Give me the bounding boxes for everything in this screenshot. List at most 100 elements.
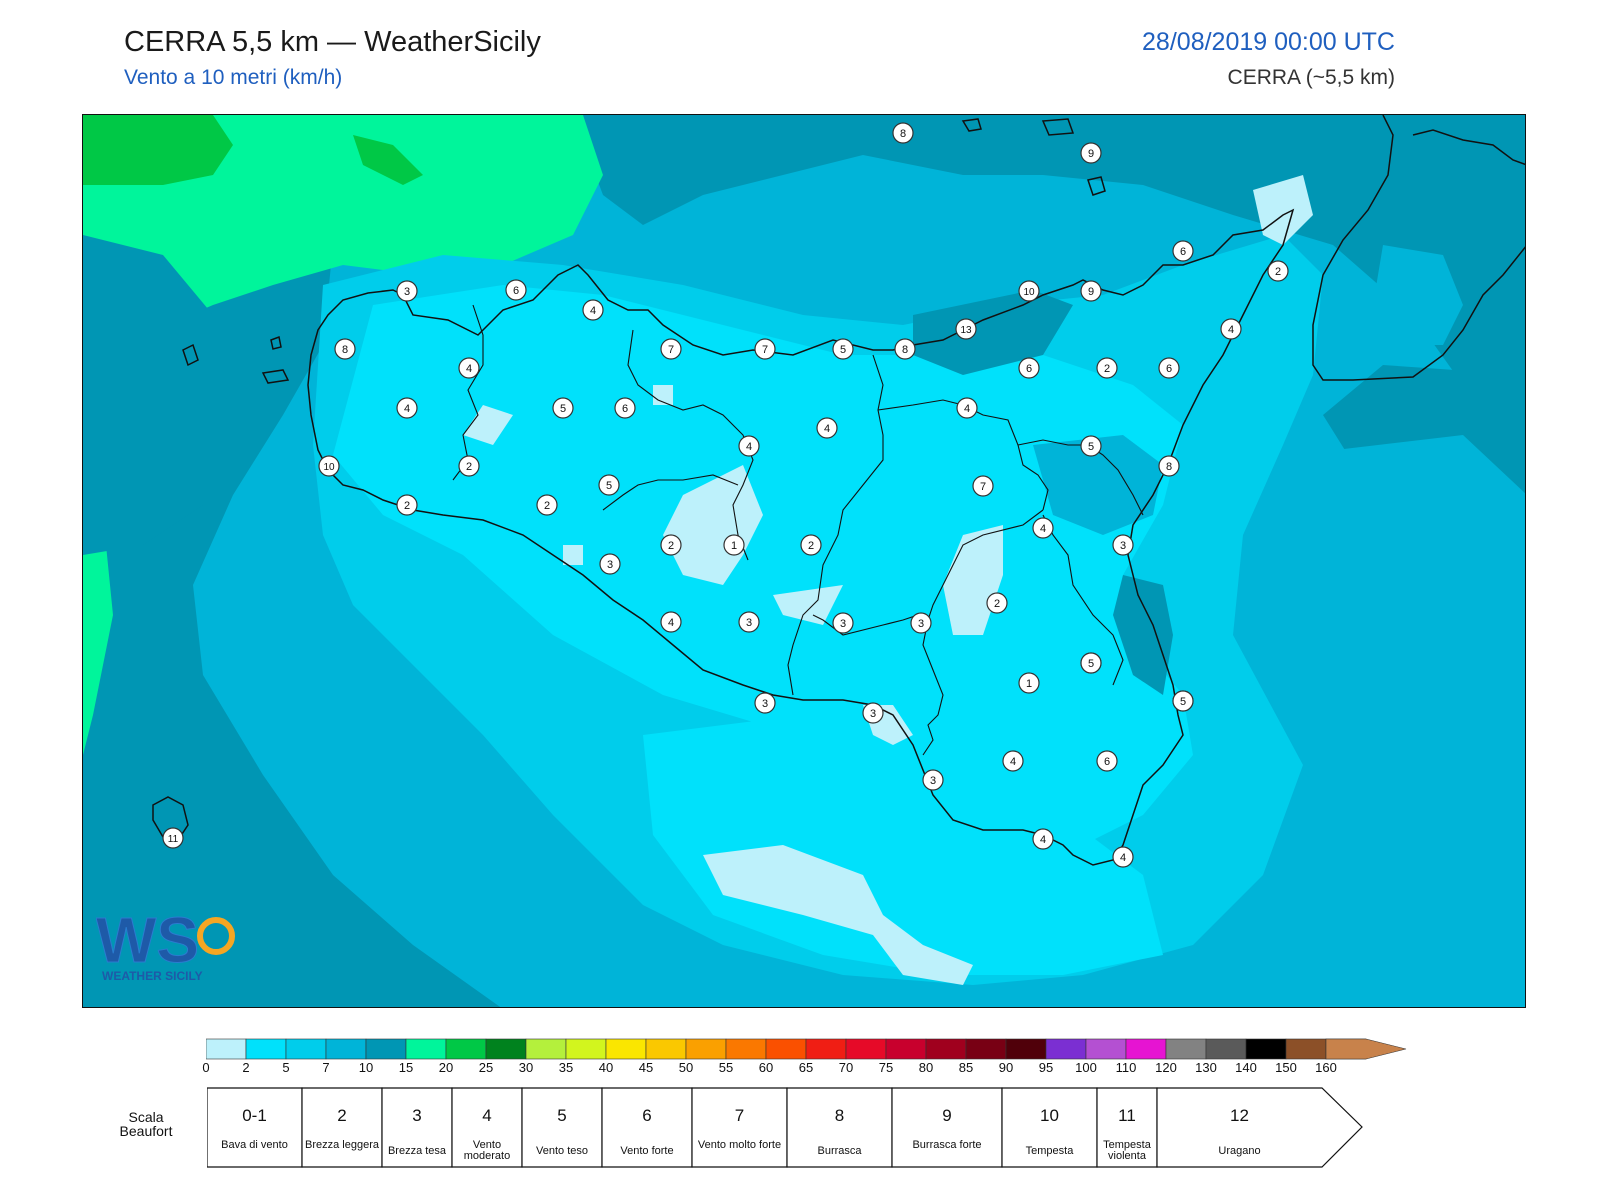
wind-speed-label-text: 4 xyxy=(746,441,752,453)
colorbar-tick-label: 50 xyxy=(678,1060,694,1075)
wind-speed-label-text: 4 xyxy=(1040,523,1046,535)
beaufort-level-number: 5 xyxy=(557,1106,567,1125)
wind-speed-label-circle xyxy=(458,455,480,477)
colorbar-tick-label: 160 xyxy=(1315,1060,1337,1075)
wind-speed-label-circle xyxy=(800,534,822,556)
colorbar-tick-label: 0 xyxy=(202,1060,210,1075)
wind-speed-label-circle xyxy=(986,592,1008,614)
wind-speed-label-circle xyxy=(1158,357,1180,379)
colorbar-tick-label: 85 xyxy=(958,1060,974,1075)
wind-speed-label: 3 xyxy=(922,769,944,791)
wind-speed-label: 7 xyxy=(754,338,776,360)
wind-speed-label: 2 xyxy=(458,455,480,477)
wind-speed-label-text: 4 xyxy=(1228,324,1234,336)
province-border xyxy=(877,399,1049,511)
wind-speed-label: 8 xyxy=(1158,455,1180,477)
wind-speed-label: 2 xyxy=(396,494,418,516)
colorbar-tick-label: 75 xyxy=(878,1060,894,1075)
wind-speed-label-text: 3 xyxy=(762,698,768,710)
colorbar-segment xyxy=(1285,1038,1327,1060)
colorbar-tick-label: 70 xyxy=(838,1060,854,1075)
wind-speed-label-circle xyxy=(892,122,914,144)
colorbar-segment xyxy=(245,1038,287,1060)
beaufort-scale-box xyxy=(207,1087,1363,1168)
wind-speed-label: 5 xyxy=(1080,435,1102,457)
wind-speed-label-circle xyxy=(552,397,574,419)
wind-speed-label-text: 6 xyxy=(1026,363,1032,375)
wind-speed-label-text: 8 xyxy=(1166,461,1172,473)
wind-speed-label-text: 4 xyxy=(1120,852,1126,864)
beaufort-level-description: Vento moderato xyxy=(463,1139,511,1162)
colorbar-tick-label: 35 xyxy=(558,1060,574,1075)
wind-zone-tyrrhenian-coast xyxy=(913,290,1073,375)
beaufort-level-description: Vento forte xyxy=(620,1145,674,1157)
wind-zone-calm-strait xyxy=(1253,175,1313,245)
wind-zone-calm-center-2 xyxy=(773,585,843,625)
colorbar-segment xyxy=(1085,1038,1127,1060)
map-title: CERRA 5,5 km — WeatherSicily xyxy=(124,26,541,58)
wind-speed-label: 3 xyxy=(738,611,760,633)
wind-speed-label-text: 10 xyxy=(1023,287,1035,298)
beaufort-level-box xyxy=(1156,1087,1363,1168)
logo-svg: WS WEATHER SICILY xyxy=(96,904,235,983)
wind-speed-label-circle xyxy=(910,612,932,634)
wind-map[interactable]: 8 9 6 2 3 6 4 7 7 5 8 13 10 9 4 8 4 5 6 4 6 2 6 4 5 4 10 2 2 5 4 7 8 2 1 2 2… xyxy=(82,114,1526,1008)
wind-speed-label-circle xyxy=(396,397,418,419)
province-border xyxy=(602,474,739,511)
wind-speed-label-text: 6 xyxy=(1166,363,1172,375)
wind-speed-label-text: 4 xyxy=(668,617,674,629)
beaufort-level-number: 9 xyxy=(942,1106,952,1125)
colorbar-tick-label: 100 xyxy=(1075,1060,1097,1075)
wind-speed-label: 10 xyxy=(318,455,340,477)
wind-speed-label: 4 xyxy=(1032,828,1054,850)
wind-speed-label-circle xyxy=(754,338,776,360)
wind-speed-label-circle xyxy=(754,692,776,714)
island-lipari xyxy=(961,118,982,132)
wind-speed-label: 2 xyxy=(986,592,1008,614)
colorbar-segment xyxy=(605,1038,647,1060)
beaufort-level-number: 10 xyxy=(1040,1106,1059,1125)
colorbar-segment xyxy=(805,1038,847,1060)
wind-speed-label-text: 5 xyxy=(560,403,566,415)
colorbar-tick-labels: 0 2 5 7 10 15 20 25 30 35 40 45 50 55 60 65 70 75 80 85 90 95… xyxy=(202,1060,1406,1080)
wind-speed-label-text: 1 xyxy=(1026,678,1032,690)
wind-speed-label: 10 xyxy=(1018,280,1040,302)
wind-speed-label-text: 3 xyxy=(840,618,846,630)
wind-speed-label-text: 3 xyxy=(870,708,876,720)
beaufort-level-box xyxy=(691,1087,788,1168)
wind-speed-label-text: 2 xyxy=(808,540,814,552)
wind-speed-label: 4 xyxy=(660,611,682,633)
wind-speed-label: 2 xyxy=(660,534,682,556)
wind-speed-label-circle xyxy=(1220,318,1242,340)
beaufort-level-description: Tempesta xyxy=(1025,1145,1074,1157)
wind-speed-label-text: 3 xyxy=(930,775,936,787)
wind-speed-label: 4 xyxy=(1112,846,1134,868)
beaufort-level-description: Bava di vento xyxy=(221,1139,288,1151)
wind-speed-label-text: 7 xyxy=(980,481,986,493)
wind-speed-label-text: 4 xyxy=(1040,834,1046,846)
wind-speed-label: 7 xyxy=(972,475,994,497)
island-favignana xyxy=(261,369,290,384)
colorbar-segment xyxy=(965,1038,1007,1060)
province-border xyxy=(627,329,754,561)
wind-speed-label-circle xyxy=(334,338,356,360)
beaufort-level-number: 0-1 xyxy=(242,1106,267,1125)
colorbar-segment xyxy=(485,1038,527,1060)
colorbar-tick-label: 110 xyxy=(1115,1060,1137,1075)
wind-speed-label-circle xyxy=(816,417,838,439)
wind-speed-label-text: 2 xyxy=(404,500,410,512)
wind-speed-label-text: 5 xyxy=(840,344,846,356)
wind-speed-label-circle xyxy=(660,534,682,556)
wind-speed-label-text: 3 xyxy=(918,618,924,630)
wind-speed-label: 6 xyxy=(1018,357,1040,379)
wind-speed-label-circle xyxy=(922,769,944,791)
beaufort-level-description: Brezza tesa xyxy=(387,1145,447,1157)
wind-speed-label: 13 xyxy=(955,318,977,340)
wind-speed-label-circle xyxy=(862,702,884,724)
wind-speed-label-circle xyxy=(894,338,916,360)
wind-speed-label-text: 2 xyxy=(668,540,674,552)
beaufort-level-number: 11 xyxy=(1118,1106,1136,1125)
wind-speed-label-text: 4 xyxy=(404,403,410,415)
wind-zone-calm-south xyxy=(703,845,973,985)
wind-speed-label-circle xyxy=(972,475,994,497)
